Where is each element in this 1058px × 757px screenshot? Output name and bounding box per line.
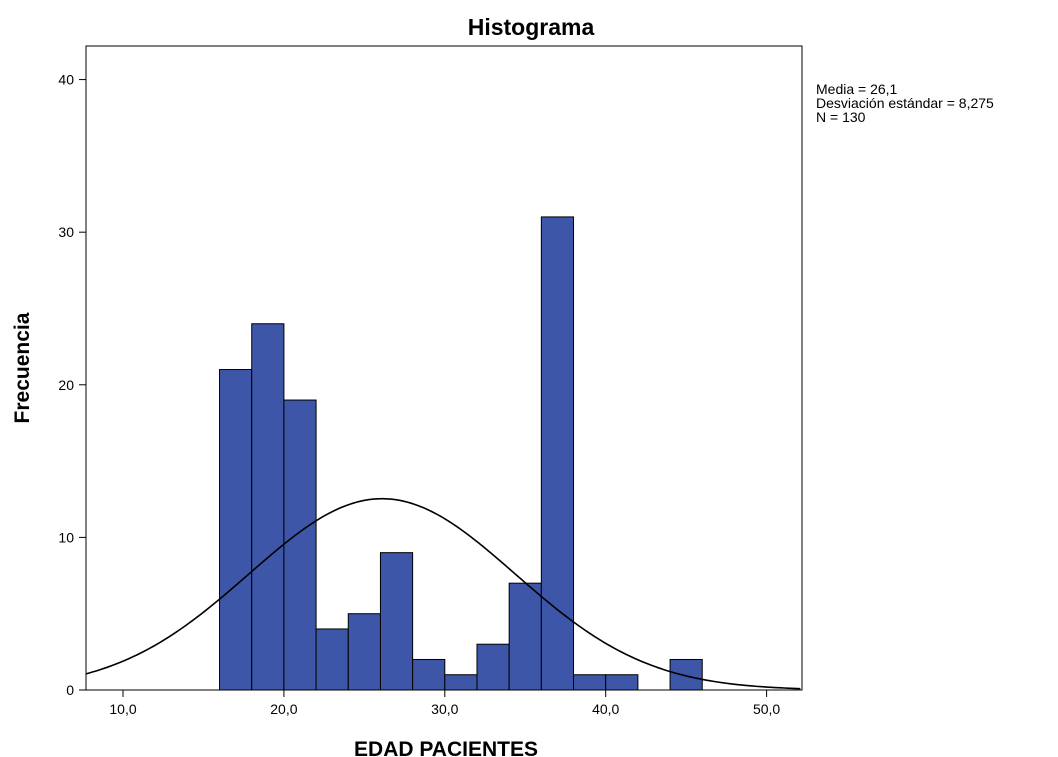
y-axis-ticks: 0 10 20 30 40 (58, 72, 86, 698)
stats-sd: Desviación estándar = 8,275 (816, 95, 994, 111)
histogram-bar (476, 643, 510, 691)
histogram-bar (444, 674, 478, 691)
plot-area-frame (85, 45, 803, 691)
x-axis-ticks: 10,0 20,0 30,0 40,0 50,0 (109, 690, 780, 717)
stats-n: N = 130 (816, 109, 866, 125)
x-tick-label: 40,0 (592, 701, 619, 717)
histogram-bar (412, 658, 446, 691)
x-axis-label: EDAD PACIENTES (354, 738, 538, 757)
y-tick-label: 20 (58, 377, 74, 393)
histogram-bar (573, 674, 607, 691)
histogram-bar (540, 216, 575, 691)
stats-box: Media = 26,1 Desviación estándar = 8,275… (816, 82, 994, 124)
histogram-bar (283, 399, 317, 691)
y-axis-label: Frecuencia (11, 312, 34, 423)
x-tick-label: 30,0 (431, 701, 458, 717)
histogram-bar (508, 582, 542, 691)
x-tick-label: 20,0 (270, 701, 297, 717)
x-tick-label: 10,0 (109, 701, 136, 717)
chart-title: Histograma (468, 14, 595, 40)
histogram-bar (605, 674, 639, 691)
stats-mean: Media = 26,1 (816, 81, 898, 97)
histogram-bar (315, 628, 349, 691)
histogram-bar (669, 658, 703, 691)
bars-group (219, 216, 703, 691)
normal-curve (85, 497, 801, 690)
histogram-bar (219, 369, 253, 691)
x-tick-label: 50,0 (753, 701, 780, 717)
y-tick-label: 0 (66, 682, 74, 698)
y-tick-label: 40 (58, 72, 74, 88)
histogram-bar (347, 613, 381, 691)
histogram-bar (379, 552, 414, 691)
y-tick-label: 10 (58, 529, 74, 545)
histogram-bar (251, 323, 285, 691)
y-tick-label: 30 (58, 224, 74, 240)
